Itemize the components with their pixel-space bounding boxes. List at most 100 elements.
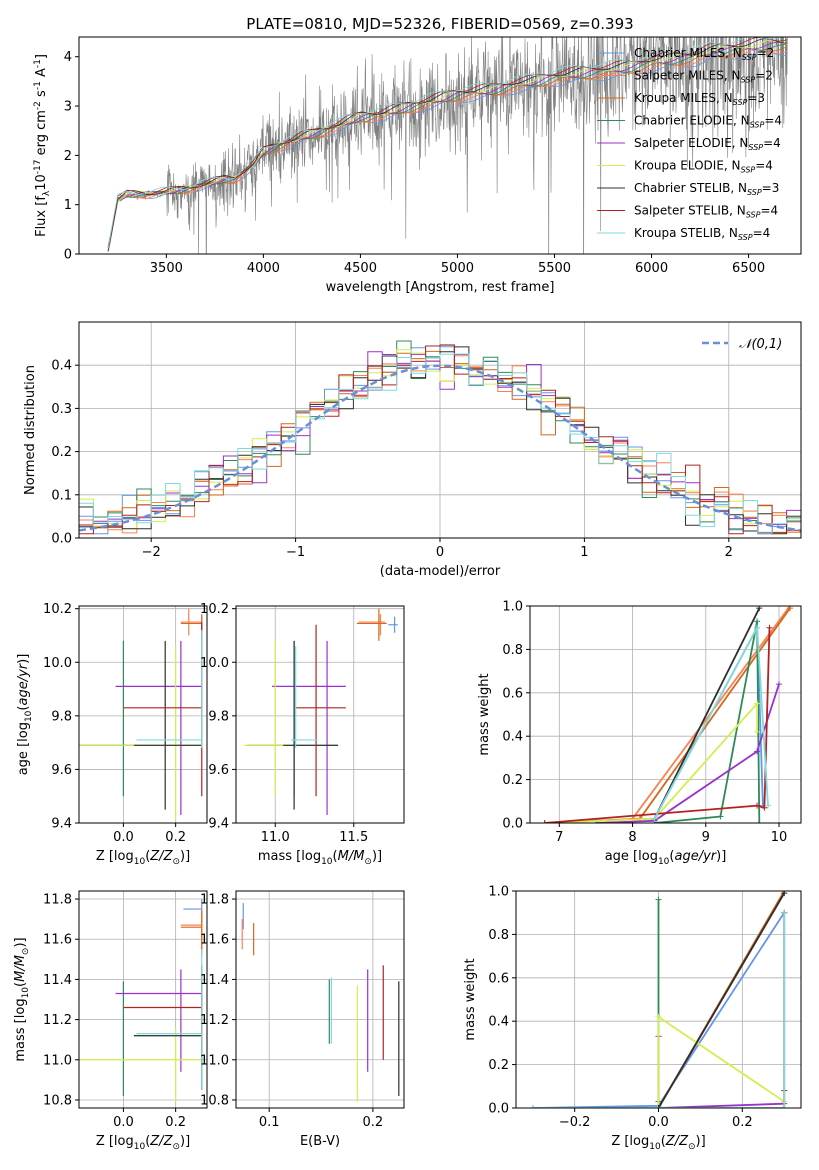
- axes-mass-weight-vs-Z: −0.2 0.0 0.2 0.0 0.2 0.4 0.6 0.8 1.0 Z [log10(Z/Z…: [463, 885, 802, 1152]
- x-tick-label: 11.0: [261, 830, 290, 845]
- y-tick-label: 0.8: [488, 928, 509, 943]
- x-axis-label: mass [log10(M/M⊙)]: [258, 849, 382, 867]
- x-tick-label: 5000: [441, 261, 474, 276]
- point-marker: [651, 815, 658, 822]
- plot-area: [241, 903, 400, 1102]
- y-tick-label: 11.6: [43, 933, 72, 948]
- legend-label: Salpeter ELODIE, NSSP=4: [634, 136, 781, 152]
- y-tick-label: 9.8: [51, 709, 72, 724]
- x-tick-label: 0.2: [165, 1115, 186, 1130]
- point-marker: [765, 802, 772, 809]
- plot-area: [79, 340, 801, 535]
- axes-mass-vs-Z: 0.0 0.2 10.8 11.0 11.2 11.4 11.6 11.8 Z [log10(Z…: [13, 890, 208, 1152]
- y-tick-label: 0.4: [51, 359, 72, 374]
- y-tick-label: 3: [64, 100, 72, 115]
- x-tick-label: 3500: [150, 261, 183, 276]
- y-tick-label: 9.6: [51, 763, 72, 778]
- point-marker: [754, 728, 761, 735]
- y-tick-label: 9.6: [208, 763, 229, 778]
- y-tick-label: 2: [64, 149, 72, 164]
- axes-age-vs-Z: 0.0 0.2 9.4 9.6 9.8 10.0 10.2 Z [log10(Z/Z⊙)] ag…: [16, 602, 208, 867]
- line-series-4: [657, 1036, 785, 1108]
- point-marker: [754, 700, 761, 707]
- x-axis-label: Z [log10(Z/Z⊙)]: [611, 1134, 705, 1152]
- x-tick-label: 0.2: [165, 830, 186, 845]
- x-tick-label: 10: [771, 830, 788, 845]
- point-marker: [754, 802, 761, 809]
- hist-series-8: [79, 353, 801, 534]
- y-axis-label: Flux [fλ10-17 erg cm-2 s-1 A-1]: [33, 54, 52, 237]
- x-tick-label: −1: [286, 545, 305, 560]
- y-axis-label: age [log10(age/yr)]: [16, 654, 34, 776]
- x-axis-label: Z [log10(Z/Z⊙)]: [96, 1134, 190, 1152]
- point-marker: [754, 748, 761, 755]
- legend-label: Kroupa STELIB, NSSP=4: [634, 226, 770, 242]
- x-tick-label: 11.5: [339, 830, 368, 845]
- line-series-6: [653, 607, 761, 820]
- point-marker: [776, 681, 783, 688]
- hist-series-2: [79, 350, 801, 533]
- line-series-4: [595, 683, 780, 823]
- plot-area: [529, 891, 788, 1108]
- y-tick-label: 0.4: [502, 730, 523, 745]
- y-tick-label: 0: [64, 248, 72, 263]
- x-tick-label: 6500: [732, 261, 765, 276]
- model-line-7: [107, 37, 788, 251]
- x-tick-label: 7: [555, 830, 563, 845]
- legend-label: Salpeter STELIB, NSSP=4: [634, 204, 778, 220]
- y-tick-label: 10.8: [200, 1093, 229, 1108]
- model-line-8: [107, 37, 784, 249]
- model-line-4: [107, 41, 788, 248]
- axes-border: [78, 36, 802, 255]
- line-series-8: [532, 912, 786, 1108]
- point-marker: [655, 1105, 662, 1108]
- axes-frame: 0.0 0.2 10.8 11.0 11.2 11.4 11.6 11.8 Z [log10(Z…: [13, 890, 208, 1152]
- plot-area: [79, 608, 203, 821]
- y-tick-label: 1.0: [502, 600, 523, 615]
- x-tick-label: 5500: [538, 261, 571, 276]
- y-axis-label: mass weight: [463, 958, 478, 1040]
- y-tick-label: 11.0: [200, 1053, 229, 1068]
- x-axis-label: E(B-V): [300, 1134, 340, 1149]
- legend-label: Chabrier ELODIE, NSSP=4: [634, 114, 782, 130]
- x-axis-label: Z [log10(Z/Z⊙)]: [96, 849, 190, 867]
- line-series-5: [544, 701, 758, 823]
- point-marker: [761, 804, 768, 811]
- legend-label: Chabrier MILES, NSSP=2: [634, 46, 774, 62]
- y-tick-label: 0.6: [488, 971, 509, 986]
- line-series-3: [654, 621, 761, 823]
- y-tick-label: 11.2: [200, 1013, 229, 1028]
- legend-label: Chabrier STELIB, NSSP=3: [634, 181, 779, 197]
- data-spectrum: [107, 37, 788, 254]
- plot-area: [243, 608, 398, 815]
- axes-frame: 7 8 9 10 0.0 0.2 0.4 0.6 0.8 1.0 age [log10(age/yr…: [477, 600, 802, 867]
- axes-frame: 0.0 0.2 9.4 9.6 9.8 10.0 10.2 Z [log10(Z/Z⊙)] ag…: [16, 602, 208, 867]
- x-tick-label: 0.0: [113, 1115, 134, 1130]
- y-tick-label: 0.2: [51, 445, 72, 460]
- point-marker: [754, 618, 761, 625]
- y-tick-label: 11.4: [200, 973, 229, 988]
- y-tick-label: 0.6: [502, 686, 523, 701]
- x-tick-label: 4500: [344, 261, 377, 276]
- y-tick-label: 10.2: [200, 602, 229, 617]
- y-tick-label: 11.8: [200, 893, 229, 908]
- axes-spectrum: 3500 4000 4500 5000 5500 6000 6500 0 1 2 3 4 wavelen…: [33, 36, 802, 295]
- x-tick-label: 0.0: [113, 830, 134, 845]
- axes-border: [235, 605, 405, 824]
- legend-label: 𝒩(0,1): [739, 337, 782, 352]
- model-line-3: [107, 43, 788, 247]
- point-marker: [529, 1105, 536, 1108]
- axes-frame: 3500 4000 4500 5000 5500 6000 6500 0 1 2 3 4 wavelen…: [33, 36, 802, 295]
- x-axis-label: wavelength [Angstrom, rest frame]: [326, 280, 555, 295]
- normal-curve: [79, 364, 801, 532]
- y-tick-label: 1.0: [488, 885, 509, 900]
- y-tick-label: 0.3: [51, 402, 72, 417]
- y-tick-label: 11.6: [200, 933, 229, 948]
- point-marker: [655, 1013, 662, 1020]
- point-marker: [655, 896, 662, 903]
- axes-border: [529, 605, 802, 824]
- legend-label: Kroupa ELODIE, NSSP=4: [634, 159, 773, 175]
- y-tick-label: 0.4: [488, 1015, 509, 1030]
- x-tick-label: 0.0: [648, 1115, 669, 1130]
- x-tick-label: 8: [628, 830, 636, 845]
